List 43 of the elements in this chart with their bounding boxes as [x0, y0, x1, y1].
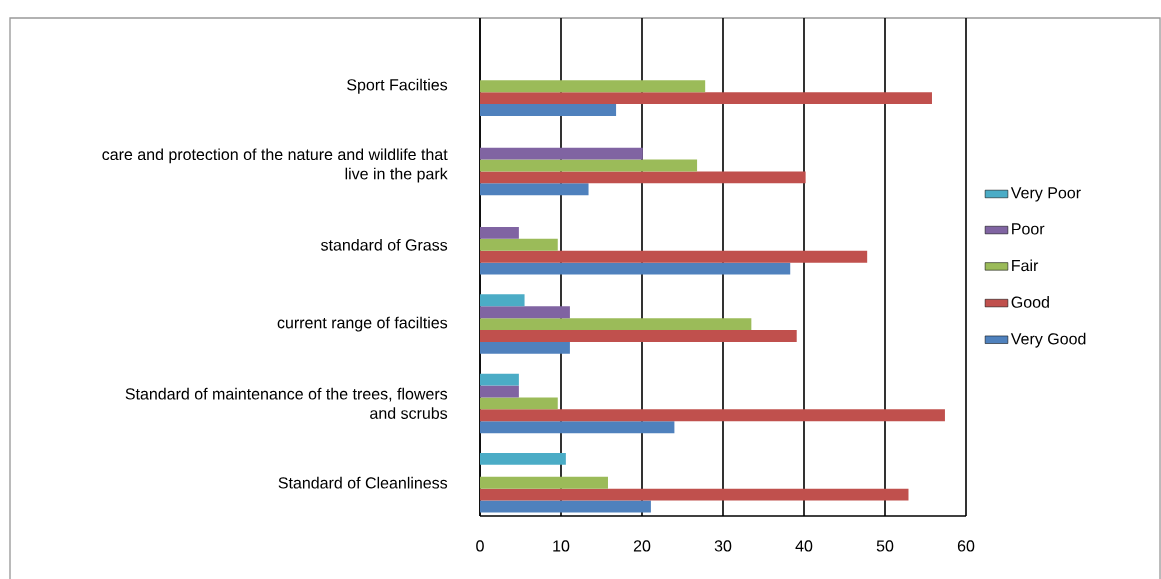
bar — [480, 397, 558, 410]
bar — [480, 341, 570, 354]
y-tick-label: care and protection of the nature and wildlife that live in the park — [102, 148, 448, 183]
bar — [480, 159, 698, 172]
x-tick-label: 50 — [876, 540, 894, 552]
x-tick-label: 40 — [795, 540, 813, 552]
x-tick-label: 30 — [714, 540, 732, 552]
legend-label: Very Poor — [1010, 187, 1081, 202]
bar — [480, 421, 675, 434]
bar — [480, 330, 797, 342]
legend-label: Good — [1011, 296, 1049, 308]
legend-label: Poor — [1012, 223, 1045, 235]
y-tick-label: Standard of Cleanliness — [278, 476, 448, 489]
bar — [480, 500, 651, 513]
bar — [480, 318, 752, 331]
y-tick-label: current range of facilties — [277, 316, 448, 332]
bar — [480, 147, 643, 160]
bar — [480, 373, 519, 386]
bar — [480, 226, 519, 239]
bar — [480, 294, 525, 307]
bar — [480, 183, 589, 196]
bar — [480, 250, 868, 263]
x-tick-label: 10 — [553, 540, 570, 552]
y-tick-label: standard of Grass — [321, 238, 448, 251]
bar — [480, 171, 806, 184]
bar — [480, 306, 570, 319]
y-tick-label: Standard of maintenance of the trees, flowers and scrubs — [125, 387, 448, 419]
x-tick-label: 0 — [476, 540, 484, 552]
bar — [480, 488, 909, 501]
bar — [480, 452, 566, 465]
bar — [480, 104, 617, 116]
legend-label: Very Good — [1010, 332, 1086, 348]
bar — [480, 476, 608, 489]
x-tick-label: 60 — [957, 540, 975, 552]
bar — [480, 385, 519, 398]
y-tick-label: Sport Facilties — [347, 78, 448, 94]
x-tick-label: 20 — [633, 540, 651, 552]
legend-label: Fair — [1012, 259, 1039, 272]
bar — [480, 238, 558, 251]
bar — [480, 80, 706, 93]
bar — [480, 92, 932, 105]
bar — [480, 409, 945, 422]
bar — [480, 262, 791, 275]
